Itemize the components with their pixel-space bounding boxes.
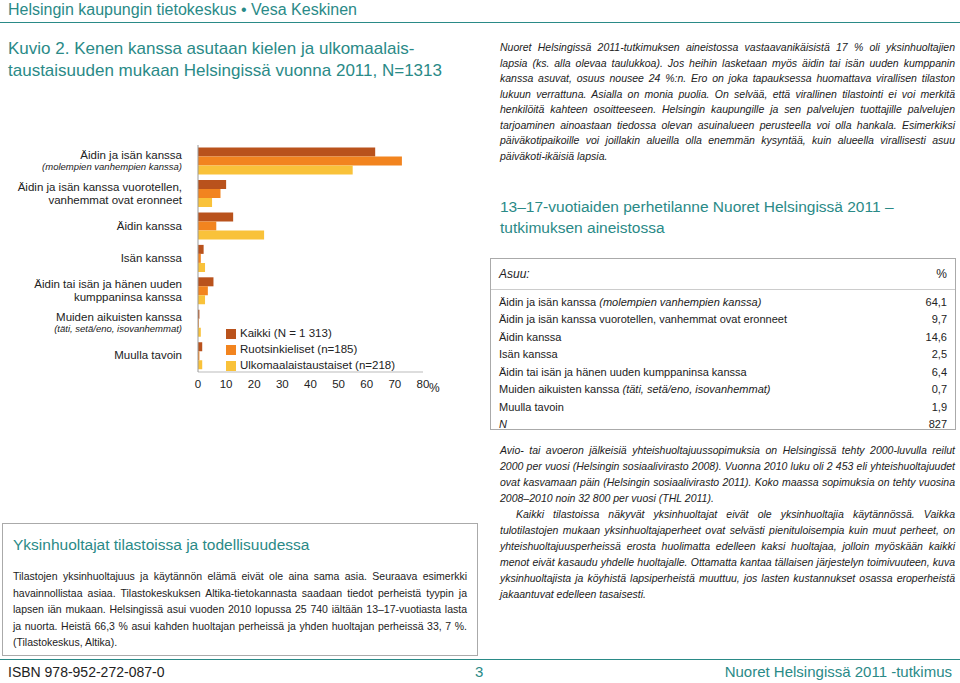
svg-text:kumppaninsa kanssa: kumppaninsa kanssa — [74, 291, 183, 303]
svg-text:10: 10 — [220, 378, 233, 390]
html-text:Kuvio 2. Kenen kanssa asutaan: Kuvio 2. Kenen kanssa asutaan kielen ja … — [8, 39, 442, 80]
svg-text:Äidin kanssa: Äidin kanssa — [117, 220, 183, 232]
html-text:Yksinhuoltajat tilastoissa ja: Yksinhuoltajat tilastoissa ja todellisuu… — [13, 536, 310, 553]
svg-text:Äidin ja isän kanssa: Äidin ja isän kanssa — [80, 149, 182, 161]
html-text:2,5: 2,5 — [931, 348, 947, 361]
svg-text:Äidin tai isän ja hänen uuden: Äidin tai isän ja hänen uuden — [34, 278, 182, 290]
html-text:Kaikki (N = 1 313): Kaikki (N = 1 313) — [240, 327, 332, 339]
html-text:0,7: 0,7 — [931, 383, 947, 396]
html-text:9,7: 9,7 — [931, 313, 947, 326]
svg-text:(täti, setä/eno, isovanhemmat): (täti, setä/eno, isovanhemmat) — [54, 323, 182, 334]
svg-text:80: 80 — [417, 378, 430, 390]
svg-text:Muulla tavoin: Muulla tavoin — [114, 349, 182, 361]
html-text:Kaikki tilastoissa näkyvät yks: Kaikki tilastoissa näkyvät yksinhuoltaja… — [500, 508, 955, 600]
html-text:Äidin kanssa: Äidin kanssa — [499, 330, 562, 343]
html-text:Helsingin kaupungin tietokesku: Helsingin kaupungin tietokeskus • Vesa K… — [8, 1, 357, 18]
html-text:827: 827 — [928, 418, 947, 431]
html-text:3: 3 — [475, 663, 484, 680]
html-text:Ruotsinkieliset (n=185): Ruotsinkieliset (n=185) — [240, 343, 358, 355]
html-text:64,1: 64,1 — [925, 295, 947, 308]
html-text:1,9: 1,9 — [931, 400, 947, 413]
html-text:Tilastojen yksinhuoltajuus ja: Tilastojen yksinhuoltajuus ja käytännön … — [13, 570, 467, 648]
svg-text:60: 60 — [360, 378, 373, 390]
html-text:Avio- tai avoeron jälkeisiä yh: Avio- tai avoeron jälkeisiä yhteishuolta… — [500, 444, 955, 504]
svg-text:Äidin ja isän kanssa vuorotell: Äidin ja isän kanssa vuorotellen, — [18, 181, 182, 193]
html-text:Isän kanssa: Isän kanssa — [499, 348, 558, 361]
svg-text:50: 50 — [332, 378, 345, 390]
html-text:Ulkomaalaistaustaiset (n=218): Ulkomaalaistaustaiset (n=218) — [240, 359, 395, 371]
html-text:ISBN 978-952-272-087-0: ISBN 978-952-272-087-0 — [8, 664, 165, 680]
html-text:Nuoret Helsingissä 2011 -tutki: Nuoret Helsingissä 2011 -tutkimus — [724, 663, 952, 680]
svg-text:(molempien vanhempien kanssa): (molempien vanhempien kanssa) — [42, 161, 182, 172]
html-text:Äidin ja isän kanssa vuorotell: Äidin ja isän kanssa vuorotellen, vanhem… — [499, 313, 787, 326]
svg-text:%: % — [429, 381, 440, 395]
svg-text:20: 20 — [248, 378, 261, 390]
html-text:14,6: 14,6 — [925, 330, 947, 343]
html-text:6,4: 6,4 — [931, 365, 947, 378]
html-text:13–17-vuotiaiden perhetilanne: 13–17-vuotiaiden perhetilanne Nuoret Hel… — [500, 198, 894, 236]
html-text:Asuu:: Asuu: — [499, 267, 530, 281]
html-text:Muulla tavoin: Muulla tavoin — [499, 400, 564, 413]
svg-text:40: 40 — [304, 378, 317, 390]
svg-text:vanhemmat ovat eronneet: vanhemmat ovat eronneet — [48, 194, 182, 206]
html-text:Nuoret Helsingissä 2011-tutkim: Nuoret Helsingissä 2011-tutkimuksen aine… — [500, 41, 955, 162]
svg-text:Muiden aikuisten kanssa: Muiden aikuisten kanssa — [56, 311, 183, 323]
svg-text:Isän kanssa: Isän kanssa — [121, 252, 183, 264]
svg-text:70: 70 — [388, 378, 401, 390]
svg-text:30: 30 — [276, 378, 289, 390]
html-text:Muiden aikuisten kanssa (täti,: Muiden aikuisten kanssa (täti, setä/eno,… — [499, 383, 771, 396]
svg-text:0: 0 — [195, 378, 201, 390]
html-text:Äidin tai isän ja hänen uuden: Äidin tai isän ja hänen uuden kumppanins… — [499, 365, 747, 378]
html-text:N: N — [499, 418, 507, 431]
html-text:Äidin ja isän kanssa (molempie: Äidin ja isän kanssa (molempien vanhempi… — [499, 295, 762, 308]
